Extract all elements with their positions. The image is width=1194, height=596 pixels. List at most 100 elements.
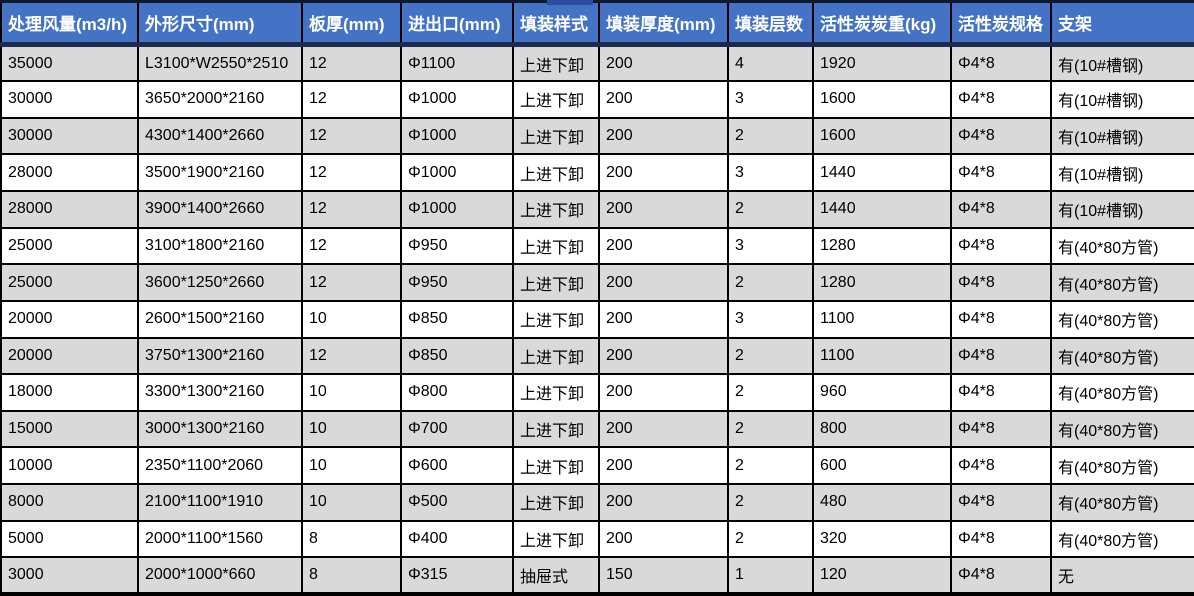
cell: 15000 xyxy=(0,409,139,449)
table-row: 28000 3500*1900*2160 12 Φ1000 上进下卸 200 3 1440 Φ4… xyxy=(0,153,1194,192)
cell: 上进下卸 xyxy=(512,116,600,156)
cell: 1100 xyxy=(812,299,952,339)
cell: 3000*1300*2160 xyxy=(137,409,303,449)
cell: 3600*1250*2660 xyxy=(137,263,303,302)
cell: 上进下卸 xyxy=(512,409,600,449)
cell: 12 xyxy=(301,116,402,156)
cell: 有(40*80方管) xyxy=(1050,446,1194,485)
cell: 200 xyxy=(598,519,729,559)
cell: 2 xyxy=(727,336,814,376)
cell: 1280 xyxy=(812,263,952,302)
cell: Φ4*8 xyxy=(950,80,1052,119)
cell: 2 xyxy=(727,373,814,412)
cell: 有(40*80方管) xyxy=(1050,263,1194,302)
cell: Φ4*8 xyxy=(950,153,1052,192)
column-header-3: 板厚(mm) xyxy=(301,0,402,47)
cell: 2000*1100*1560 xyxy=(137,519,303,559)
cell: 12 xyxy=(301,263,402,302)
cell: 200 xyxy=(598,299,729,339)
cell: 上进下卸 xyxy=(512,153,600,192)
cell: 3500*1900*2160 xyxy=(137,153,303,192)
table-body: 35000 L3100*W2550*2510 12 Φ1100 上进下卸 200 4 1920… xyxy=(0,43,1194,596)
cell: 1440 xyxy=(812,190,952,229)
cell: Φ4*8 xyxy=(950,336,1052,376)
cell: 10 xyxy=(301,446,402,485)
cell: 8 xyxy=(301,519,402,559)
cell: 800 xyxy=(812,409,952,449)
cell: 3000 xyxy=(0,556,139,596)
cell: 25000 xyxy=(0,263,139,302)
table-row: 30000 4300*1400*2660 12 Φ1000 上进下卸 200 2 1600 Φ4… xyxy=(0,116,1194,156)
cell: 3650*2000*2160 xyxy=(137,80,303,119)
cell: Φ1000 xyxy=(400,80,514,119)
cell: 200 xyxy=(598,80,729,119)
cell: 1 xyxy=(727,556,814,596)
table-row: 30000 3650*2000*2160 12 Φ1000 上进下卸 200 3 1600 Φ4… xyxy=(0,80,1194,119)
cell: 10 xyxy=(301,299,402,339)
cell: Φ4*8 xyxy=(950,373,1052,412)
cell: 8000 xyxy=(0,483,139,522)
cell: 12 xyxy=(301,43,402,83)
cell: 200 xyxy=(598,43,729,83)
table-row: 18000 3300*1300*2160 10 Φ800 上进下卸 200 2 960 Φ4*8… xyxy=(0,373,1194,412)
cell: 3100*1800*2160 xyxy=(137,226,303,266)
table-row: 20000 3750*1300*2160 12 Φ850 上进下卸 200 2 1100 Φ4*… xyxy=(0,336,1194,376)
cell: Φ4*8 xyxy=(950,116,1052,156)
cell: 200 xyxy=(598,373,729,412)
cell: 上进下卸 xyxy=(512,483,600,522)
cell: Φ1100 xyxy=(400,43,514,83)
cell: 3750*1300*2160 xyxy=(137,336,303,376)
cell: 2 xyxy=(727,409,814,449)
cell: Φ500 xyxy=(400,483,514,522)
cell: 30000 xyxy=(0,80,139,119)
cell: 200 xyxy=(598,226,729,266)
cell: 10 xyxy=(301,373,402,412)
cell: Φ4*8 xyxy=(950,409,1052,449)
top-edge-artifact xyxy=(547,0,593,5)
cell: Φ315 xyxy=(400,556,514,596)
table-row: 10000 2350*1100*2060 10 Φ600 上进下卸 200 2 600 Φ4*8… xyxy=(0,446,1194,485)
cell: 上进下卸 xyxy=(512,373,600,412)
cell: 上进下卸 xyxy=(512,446,600,485)
cell: 有(40*80方管) xyxy=(1050,336,1194,376)
cell: 12 xyxy=(301,80,402,119)
cell: Φ800 xyxy=(400,373,514,412)
cell: 20000 xyxy=(0,336,139,376)
cell: Φ4*8 xyxy=(950,519,1052,559)
column-header-2: 外形尺寸(mm) xyxy=(137,0,303,47)
cell: 200 xyxy=(598,153,729,192)
cell: 150 xyxy=(598,556,729,596)
cell: 有(10#槽钢) xyxy=(1050,116,1194,156)
column-header-4: 进出口(mm) xyxy=(400,0,514,47)
cell: 5000 xyxy=(0,519,139,559)
cell: 4 xyxy=(727,43,814,83)
table-row: 3000 2000*1000*660 8 Φ315 抽屉式 150 1 120 Φ4*8 无 xyxy=(0,556,1194,596)
cell: 1440 xyxy=(812,153,952,192)
cell: 12 xyxy=(301,226,402,266)
cell: 有(40*80方管) xyxy=(1050,373,1194,412)
cell: 上进下卸 xyxy=(512,299,600,339)
cell: Φ4*8 xyxy=(950,446,1052,485)
cell: 4300*1400*2660 xyxy=(137,116,303,156)
cell: 上进下卸 xyxy=(512,263,600,302)
cell: 上进下卸 xyxy=(512,519,600,559)
cell: 3 xyxy=(727,299,814,339)
table-row: 28000 3900*1400*2660 12 Φ1000 上进下卸 200 2 1440 Φ4… xyxy=(0,190,1194,229)
cell: 有(40*80方管) xyxy=(1050,299,1194,339)
cell: 3900*1400*2660 xyxy=(137,190,303,229)
cell: 10000 xyxy=(0,446,139,485)
cell: 200 xyxy=(598,409,729,449)
cell: 28000 xyxy=(0,153,139,192)
cell: 10 xyxy=(301,483,402,522)
table-row: 35000 L3100*W2550*2510 12 Φ1100 上进下卸 200 4 1920… xyxy=(0,43,1194,83)
cell: Φ1000 xyxy=(400,190,514,229)
cell: 有(40*80方管) xyxy=(1050,226,1194,266)
cell: Φ600 xyxy=(400,446,514,485)
column-header-6: 填装厚度(mm) xyxy=(598,0,729,47)
column-header-1: 处理风量(m3/h) xyxy=(0,0,139,47)
table-row: 20000 2600*1500*2160 10 Φ850 上进下卸 200 3 1100 Φ4*… xyxy=(0,299,1194,339)
cell: Φ4*8 xyxy=(950,190,1052,229)
cell: Φ1000 xyxy=(400,153,514,192)
